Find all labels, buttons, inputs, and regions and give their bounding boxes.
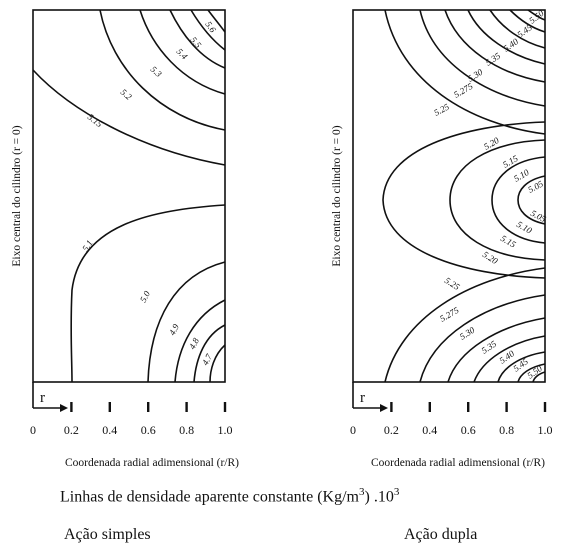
x-axis-ticks-right: 0 0.2 0.4 0.6 0.8 1.0 (350, 402, 553, 437)
x-tick-label: 0.8 (179, 423, 194, 437)
contour-label: 5.25 (432, 101, 451, 117)
contour-line (99, 9, 226, 131)
contour-label: 4.8 (187, 336, 201, 351)
contour-line (532, 371, 546, 383)
contour-line (449, 139, 546, 261)
contour-line (139, 9, 226, 95)
x-tick-label: 0.6 (141, 423, 156, 437)
contour-line (444, 9, 546, 83)
r-axis-symbol: r (360, 390, 365, 406)
panel-left: 5.6 5.5 5.4 5.3 5.2 5.15 5.1 5.0 4.9 4.8… (11, 9, 239, 469)
contour-label: 4.9 (167, 322, 181, 337)
contour-labels-left: 5.6 5.5 5.4 5.3 5.2 5.15 5.1 5.0 4.9 4.8… (80, 19, 218, 367)
contour-line (193, 324, 226, 383)
contour-line (527, 9, 546, 21)
contour-label: 5.10 (512, 167, 531, 184)
contour-label: 5.5 (188, 35, 203, 50)
x-axis-label-right: Coordenada radial adimensional (r/R) (371, 457, 545, 469)
caption-superscript: 3 (359, 486, 365, 498)
contour-label: 5.1 (80, 238, 94, 253)
contour-line (70, 204, 226, 383)
contour-line (419, 294, 546, 383)
contour-line (147, 261, 226, 383)
contour-label: 5.10 (515, 219, 534, 236)
plot-frame-right (352, 9, 546, 383)
contour-line (467, 9, 546, 65)
arrow-right-icon (380, 404, 388, 412)
x-tick-label: 0.4 (102, 423, 117, 437)
contour-line (207, 9, 226, 33)
caption-text: Linhas de densidade aparente constante (… (60, 488, 359, 506)
contours-right (382, 9, 546, 383)
arrow-right-icon (60, 404, 68, 412)
contour-line (384, 267, 546, 383)
contour-line (382, 121, 546, 279)
contour-label: 4.7 (200, 352, 214, 367)
x-tick-label: 1.0 (218, 423, 233, 437)
contour-label: 5.05 (526, 178, 545, 194)
x-tick-label: 0.2 (384, 423, 399, 437)
contour-line (419, 9, 546, 107)
contour-line (497, 351, 546, 383)
contour-line (491, 156, 546, 244)
figure-caption: Linhas de densidade aparente constante (… (60, 486, 399, 506)
contour-label: 5.0 (138, 289, 152, 304)
x-tick-label: 0.2 (64, 423, 79, 437)
contour-label: 5.15 (86, 112, 105, 130)
contour-line (447, 317, 546, 383)
contour-line (517, 363, 546, 383)
x-tick-label: 0.8 (499, 423, 514, 437)
panel-title-left: Ação simples (64, 526, 151, 543)
contour-line (509, 9, 546, 33)
contour-line (517, 175, 546, 225)
contour-line (473, 335, 546, 383)
contour-label: 5.25 (443, 275, 462, 292)
x-tick-label: 0.4 (422, 423, 437, 437)
contour-label: 5.275 (438, 305, 461, 324)
panel-right: 5.50 5.45 5.40 5.35 5.30 5.275 5.25 5.20… (331, 8, 553, 469)
contour-line (190, 9, 226, 51)
contours-left (32, 9, 226, 383)
y-axis-label-left: Eixo central do cilindro (r = 0) (11, 125, 23, 266)
y-axis-label-right: Eixo central do cilindro (r = 0) (331, 125, 343, 266)
x-axis-label-left: Coordenada radial adimensional (r/R) (65, 457, 239, 469)
x-tick-label: 0 (30, 423, 36, 437)
contour-line (32, 69, 226, 166)
contour-label: 5.3 (149, 64, 164, 79)
contour-label: 5.2 (119, 87, 134, 102)
x-tick-label: 0 (350, 423, 356, 437)
contour-line (209, 344, 226, 383)
x-tick-label: 1.0 (538, 423, 553, 437)
caption-suffix: ) .10 (364, 488, 394, 506)
x-tick-label: 0.6 (461, 423, 476, 437)
caption-exponent: 3 (393, 486, 400, 498)
r-axis-marker-left: r (32, 382, 68, 412)
r-axis-marker-right: r (352, 382, 388, 412)
x-axis-ticks-left: 0 0.2 0.4 0.6 0.8 1.0 (30, 402, 233, 437)
contour-label: 5.35 (484, 50, 503, 67)
contour-line (384, 9, 546, 135)
contour-line (489, 9, 546, 49)
plot-frame-left (32, 9, 226, 383)
contour-line (169, 9, 226, 69)
contour-label: 5.20 (482, 135, 501, 152)
panel-title-right: Ação dupla (404, 526, 478, 543)
contour-label: 5.275 (452, 81, 475, 100)
contour-label: 5.4 (175, 46, 190, 61)
contour-line (174, 299, 226, 383)
r-axis-symbol: r (40, 390, 45, 406)
